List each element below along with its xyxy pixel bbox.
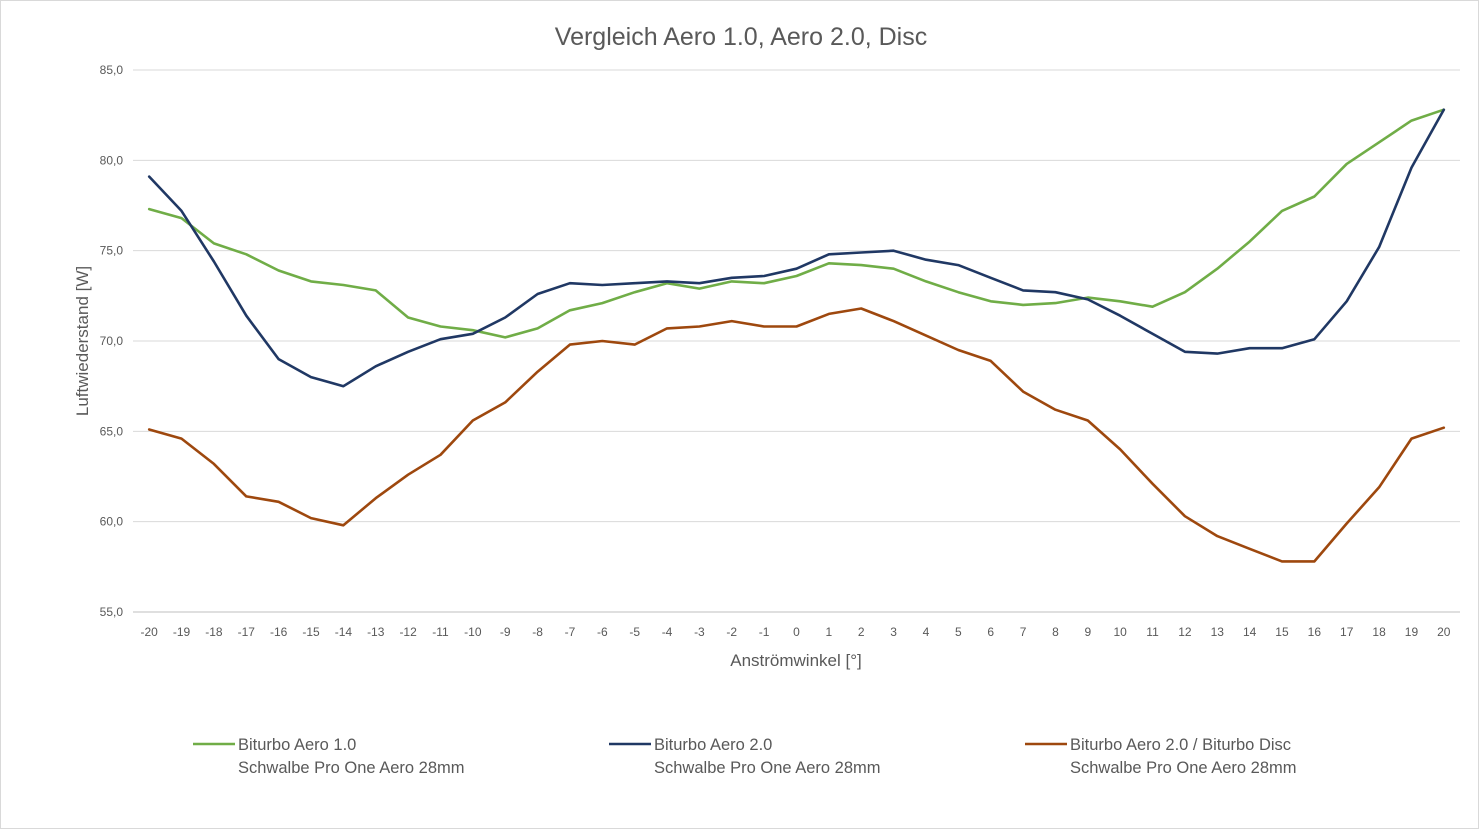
series-line-3 — [147, 307, 1446, 563]
series-line-1 — [147, 108, 1446, 339]
x-tick-label: -3 — [694, 625, 705, 639]
x-tick-label: -19 — [173, 625, 191, 639]
x-tick-label: 10 — [1113, 625, 1127, 639]
y-tick-label: 70,0 — [100, 334, 124, 348]
x-tick-label: -2 — [726, 625, 737, 639]
y-tick-label: 65,0 — [100, 424, 124, 438]
x-tick-label: 16 — [1308, 625, 1322, 639]
x-tick-label: 14 — [1243, 625, 1257, 639]
y-tick-label: 75,0 — [100, 244, 124, 258]
x-tick-label: -14 — [335, 625, 353, 639]
x-tick-label: 13 — [1211, 625, 1225, 639]
x-tick-label: -17 — [238, 625, 256, 639]
legend-label-3: Biturbo Aero 2.0 / Biturbo Disc — [1070, 736, 1291, 754]
y-axis-title: Luftwiederstand [W] — [73, 266, 92, 416]
series-lines — [147, 108, 1446, 563]
x-tick-label: 11 — [1146, 625, 1159, 639]
gridlines — [133, 69, 1460, 613]
y-axis-ticks: 55,0 60,0 65,0 70,0 75,0 80,0 85,0 — [100, 63, 124, 619]
legend-label-1: Biturbo Aero 1.0 — [238, 736, 356, 754]
x-tick-label: 18 — [1372, 625, 1386, 639]
x-tick-label: -13 — [367, 625, 385, 639]
x-tick-label: 0 — [793, 625, 800, 639]
x-tick-label: 2 — [858, 625, 865, 639]
x-tick-label: -7 — [565, 625, 576, 639]
x-tick-label: 12 — [1178, 625, 1192, 639]
x-tick-label: -16 — [270, 625, 288, 639]
legend: Biturbo Aero 1.0 Schwalbe Pro One Aero 28… — [193, 736, 1297, 777]
y-tick-label: 80,0 — [100, 153, 124, 167]
x-tick-label: 9 — [1084, 625, 1091, 639]
x-tick-label: -18 — [205, 625, 223, 639]
legend-sublabel-2: Schwalbe Pro One Aero 28mm — [654, 759, 881, 777]
x-tick-label: 3 — [890, 625, 897, 639]
x-tick-label: -8 — [532, 625, 543, 639]
x-axis-ticks: -20 -19 -18 -17 -16 -15 -14 -13 -12 -11 -10 -9 -8 -7-… — [141, 625, 1451, 639]
series-line-2 — [147, 108, 1446, 388]
x-tick-label: 1 — [826, 625, 833, 639]
x-tick-label: 15 — [1275, 625, 1289, 639]
x-tick-label: 8 — [1052, 625, 1059, 639]
y-tick-label: 55,0 — [100, 605, 124, 619]
chart-title: Vergleich Aero 1.0, Aero 2.0, Disc — [555, 23, 927, 51]
x-tick-label: -1 — [759, 625, 770, 639]
legend-sublabel-3: Schwalbe Pro One Aero 28mm — [1070, 759, 1297, 777]
x-axis-title: Anströmwinkel [°] — [730, 651, 862, 670]
x-tick-label: 5 — [955, 625, 962, 639]
x-tick-label: -4 — [662, 625, 673, 639]
x-tick-label: 7 — [1020, 625, 1027, 639]
x-tick-label: 19 — [1405, 625, 1419, 639]
x-tick-label: 6 — [987, 625, 994, 639]
x-tick-label: -5 — [629, 625, 640, 639]
x-tick-label: 4 — [923, 625, 930, 639]
x-tick-label: -12 — [399, 625, 417, 639]
x-tick-label: -10 — [464, 625, 482, 639]
x-tick-label: 20 — [1437, 625, 1451, 639]
legend-sublabel-1: Schwalbe Pro One Aero 28mm — [238, 759, 465, 777]
x-tick-label: -15 — [302, 625, 320, 639]
x-tick-label: -9 — [500, 625, 511, 639]
y-tick-label: 60,0 — [100, 515, 124, 529]
x-tick-label: -6 — [597, 625, 608, 639]
y-tick-label: 85,0 — [100, 63, 124, 77]
x-tick-label: 17 — [1340, 625, 1354, 639]
x-tick-label: -11 — [432, 625, 449, 639]
x-tick-label: -20 — [141, 625, 159, 639]
legend-label-2: Biturbo Aero 2.0 — [654, 736, 772, 754]
